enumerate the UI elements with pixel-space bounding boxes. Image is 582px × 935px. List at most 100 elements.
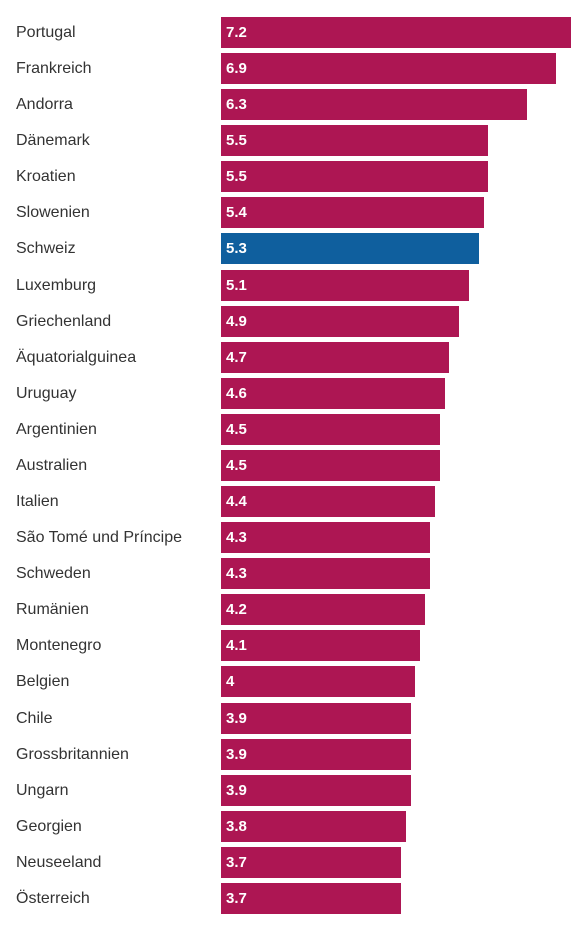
category-label: São Tomé und Príncipe xyxy=(16,529,183,546)
value-label: 3.7 xyxy=(226,854,247,871)
bar xyxy=(221,883,401,914)
value-label: 4.4 xyxy=(226,493,247,510)
bar-row: Uruguay 4.6 xyxy=(0,378,582,409)
bar xyxy=(221,594,426,625)
value-label: 4.5 xyxy=(226,421,247,438)
category-label: Georgien xyxy=(16,818,82,835)
bar xyxy=(221,197,484,228)
value-label: 4.6 xyxy=(226,385,247,402)
bar-row: Schweiz 5.3 xyxy=(0,233,582,264)
category-label: Dänemark xyxy=(16,132,90,149)
bar xyxy=(221,306,460,337)
bar-row: Montenegro 4.1 xyxy=(0,630,582,661)
bar-row: Italien 4.4 xyxy=(0,486,582,517)
bar-row: Neuseeland 3.7 xyxy=(0,847,582,878)
bar xyxy=(221,270,469,301)
bar xyxy=(221,703,411,734)
value-label: 4.5 xyxy=(226,457,247,474)
bar xyxy=(221,125,489,156)
value-label: 5.5 xyxy=(226,132,247,149)
value-label: 3.9 xyxy=(226,782,247,799)
value-label: 4 xyxy=(226,673,235,690)
bar xyxy=(221,847,401,878)
category-label: Portugal xyxy=(16,24,76,41)
bar xyxy=(221,89,528,120)
category-label: Rumänien xyxy=(16,601,89,618)
category-label: Chile xyxy=(16,710,53,727)
bar xyxy=(221,161,489,192)
bar xyxy=(221,17,571,48)
bar-row: Ungarn 3.9 xyxy=(0,775,582,806)
value-label: 3.7 xyxy=(226,890,247,907)
bar-row: Luxemburg 5.1 xyxy=(0,270,582,301)
value-label: 3.8 xyxy=(226,818,247,835)
category-label: Österreich xyxy=(16,890,90,907)
bar-row: Georgien 3.8 xyxy=(0,811,582,842)
bar-row: Dänemark 5.5 xyxy=(0,125,582,156)
bar-row: Chile 3.9 xyxy=(0,703,582,734)
bar xyxy=(221,739,411,770)
category-label: Belgien xyxy=(16,673,70,690)
value-label: 4.3 xyxy=(226,529,247,546)
category-label: Argentinien xyxy=(16,421,97,438)
category-label: Griechenland xyxy=(16,313,112,330)
bar xyxy=(221,233,479,264)
value-label: 6.9 xyxy=(226,60,247,77)
value-label: 6.3 xyxy=(226,96,247,113)
category-label: Schweiz xyxy=(16,240,76,257)
category-label: Äquatorialguinea xyxy=(16,349,137,366)
category-label: Australien xyxy=(16,457,88,474)
category-label: Grossbritannien xyxy=(16,746,129,763)
bar xyxy=(221,378,445,409)
bar-row: Portugal 7.2 xyxy=(0,17,582,48)
bar xyxy=(221,342,450,373)
value-label: 4.3 xyxy=(226,565,247,582)
category-label: Kroatien xyxy=(16,168,76,185)
bar-row: Kroatien 5.5 xyxy=(0,161,582,192)
bar-row: Belgien 4 xyxy=(0,666,582,697)
value-label: 5.5 xyxy=(226,168,247,185)
value-label: 4.9 xyxy=(226,313,247,330)
category-label: Luxemburg xyxy=(16,277,97,294)
bar-row: Griechenland 4.9 xyxy=(0,306,582,337)
value-label: 5.1 xyxy=(226,277,247,294)
bar-row: Australien 4.5 xyxy=(0,450,582,481)
bar xyxy=(221,775,411,806)
category-label: Ungarn xyxy=(16,782,69,799)
bar xyxy=(221,486,435,517)
category-label: Schweden xyxy=(16,565,91,582)
category-label: Uruguay xyxy=(16,385,77,402)
bar-row: Österreich 3.7 xyxy=(0,883,582,914)
bar-row: São Tomé und Príncipe 4.3 xyxy=(0,522,582,553)
category-label: Neuseeland xyxy=(16,854,102,871)
bar xyxy=(221,53,557,84)
category-label: Andorra xyxy=(16,96,73,113)
category-label: Montenegro xyxy=(16,637,102,654)
value-label: 5.4 xyxy=(226,204,247,221)
value-label: 7.2 xyxy=(226,24,247,41)
bar xyxy=(221,666,416,697)
value-label: 5.3 xyxy=(226,240,247,257)
value-label: 4.1 xyxy=(226,637,247,654)
bar-row: Rumänien 4.2 xyxy=(0,594,582,625)
bar-row: Andorra 6.3 xyxy=(0,89,582,120)
category-label: Italien xyxy=(16,493,59,510)
bar xyxy=(221,522,431,553)
category-label: Frankreich xyxy=(16,60,92,77)
value-label: 3.9 xyxy=(226,710,247,727)
bar-row: Frankreich 6.9 xyxy=(0,53,582,84)
bar xyxy=(221,630,421,661)
bar xyxy=(221,414,440,445)
bar xyxy=(221,450,440,481)
bar-row: Grossbritannien 3.9 xyxy=(0,739,582,770)
bar xyxy=(221,811,406,842)
value-label: 3.9 xyxy=(226,746,247,763)
category-label: Slowenien xyxy=(16,204,90,221)
bar xyxy=(221,558,431,589)
bar-row: Äquatorialguinea 4.7 xyxy=(0,342,582,373)
value-label: 4.7 xyxy=(226,349,247,366)
bar-row: Schweden 4.3 xyxy=(0,558,582,589)
bar-row: Argentinien 4.5 xyxy=(0,414,582,445)
value-label: 4.2 xyxy=(226,601,247,618)
